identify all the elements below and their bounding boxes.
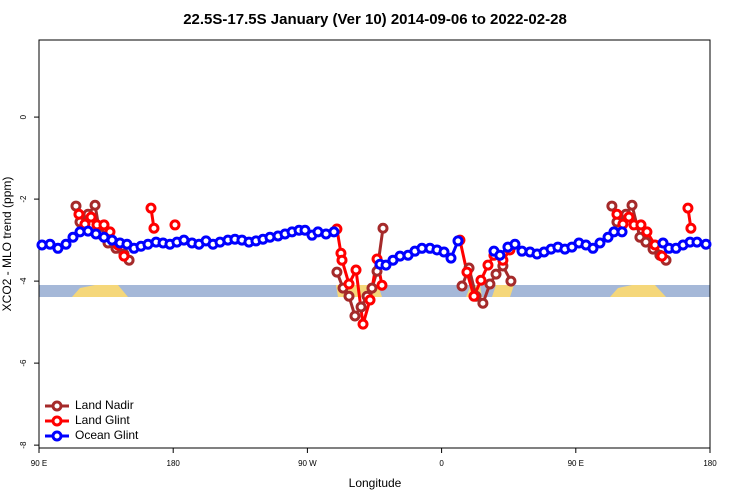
point bbox=[509, 238, 521, 250]
point bbox=[52, 242, 64, 254]
legend-marker bbox=[51, 430, 63, 442]
point bbox=[364, 294, 376, 306]
point bbox=[456, 280, 468, 292]
point bbox=[89, 199, 101, 211]
x-axis-label: Longitude bbox=[349, 476, 402, 490]
y-tick-label: -2 bbox=[19, 195, 28, 203]
point bbox=[145, 202, 157, 214]
point bbox=[490, 268, 502, 280]
point bbox=[475, 274, 487, 286]
land-patch bbox=[610, 285, 666, 297]
point bbox=[85, 211, 97, 223]
point bbox=[67, 231, 79, 243]
y-axis-label: XCO2 - MLO trend (ppm) bbox=[0, 177, 14, 312]
x-tick-label: 90 E bbox=[568, 459, 584, 468]
x-tick-label: 90 W bbox=[298, 459, 317, 468]
point bbox=[635, 219, 647, 231]
point bbox=[73, 208, 85, 220]
point bbox=[700, 238, 712, 250]
point bbox=[331, 266, 343, 278]
point bbox=[691, 236, 703, 248]
point bbox=[169, 219, 181, 231]
point bbox=[357, 318, 369, 330]
point bbox=[98, 219, 110, 231]
point bbox=[626, 199, 638, 211]
point bbox=[380, 259, 392, 271]
point bbox=[328, 226, 340, 238]
land-patch bbox=[72, 285, 128, 297]
point bbox=[682, 202, 694, 214]
point bbox=[445, 252, 457, 264]
point bbox=[366, 282, 378, 294]
point bbox=[350, 264, 362, 276]
point bbox=[438, 246, 450, 258]
point bbox=[587, 242, 599, 254]
point bbox=[606, 200, 618, 212]
x-tick-label: 180 bbox=[703, 459, 717, 468]
point bbox=[355, 301, 367, 313]
legend-marker bbox=[51, 415, 63, 427]
point bbox=[452, 235, 464, 247]
x-tick-label: 180 bbox=[167, 459, 181, 468]
point bbox=[148, 222, 160, 234]
point bbox=[685, 222, 697, 234]
point bbox=[505, 275, 517, 287]
point bbox=[641, 226, 653, 238]
legend-label: Land Glint bbox=[75, 413, 130, 427]
land-patch bbox=[492, 285, 514, 297]
chart-title: 22.5S-17.5S January (Ver 10) 2014-09-06 … bbox=[183, 11, 567, 28]
point bbox=[118, 250, 130, 262]
point bbox=[376, 279, 388, 291]
point bbox=[482, 259, 494, 271]
point bbox=[336, 254, 348, 266]
point bbox=[640, 236, 652, 248]
point bbox=[656, 250, 668, 262]
y-tick-label: 0 bbox=[19, 114, 28, 119]
legend-label: Ocean Glint bbox=[75, 428, 139, 442]
x-tick-label: 0 bbox=[439, 459, 444, 468]
point bbox=[594, 237, 606, 249]
legend-label: Land Nadir bbox=[75, 398, 134, 412]
point bbox=[377, 222, 389, 234]
point bbox=[468, 290, 480, 302]
point bbox=[616, 226, 628, 238]
y-tick-label: -6 bbox=[19, 359, 28, 367]
point bbox=[343, 278, 355, 290]
y-tick-label: -8 bbox=[19, 441, 28, 449]
point bbox=[494, 249, 506, 261]
point bbox=[623, 211, 635, 223]
point bbox=[60, 238, 72, 250]
point bbox=[349, 310, 361, 322]
point bbox=[299, 224, 311, 236]
point bbox=[343, 290, 355, 302]
y-tick-label: -4 bbox=[19, 277, 28, 285]
x-tick-label: 90 E bbox=[31, 459, 47, 468]
point bbox=[477, 297, 489, 309]
point bbox=[484, 278, 496, 290]
point bbox=[611, 208, 623, 220]
legend-marker bbox=[51, 400, 63, 412]
point bbox=[44, 238, 56, 250]
point bbox=[461, 266, 473, 278]
